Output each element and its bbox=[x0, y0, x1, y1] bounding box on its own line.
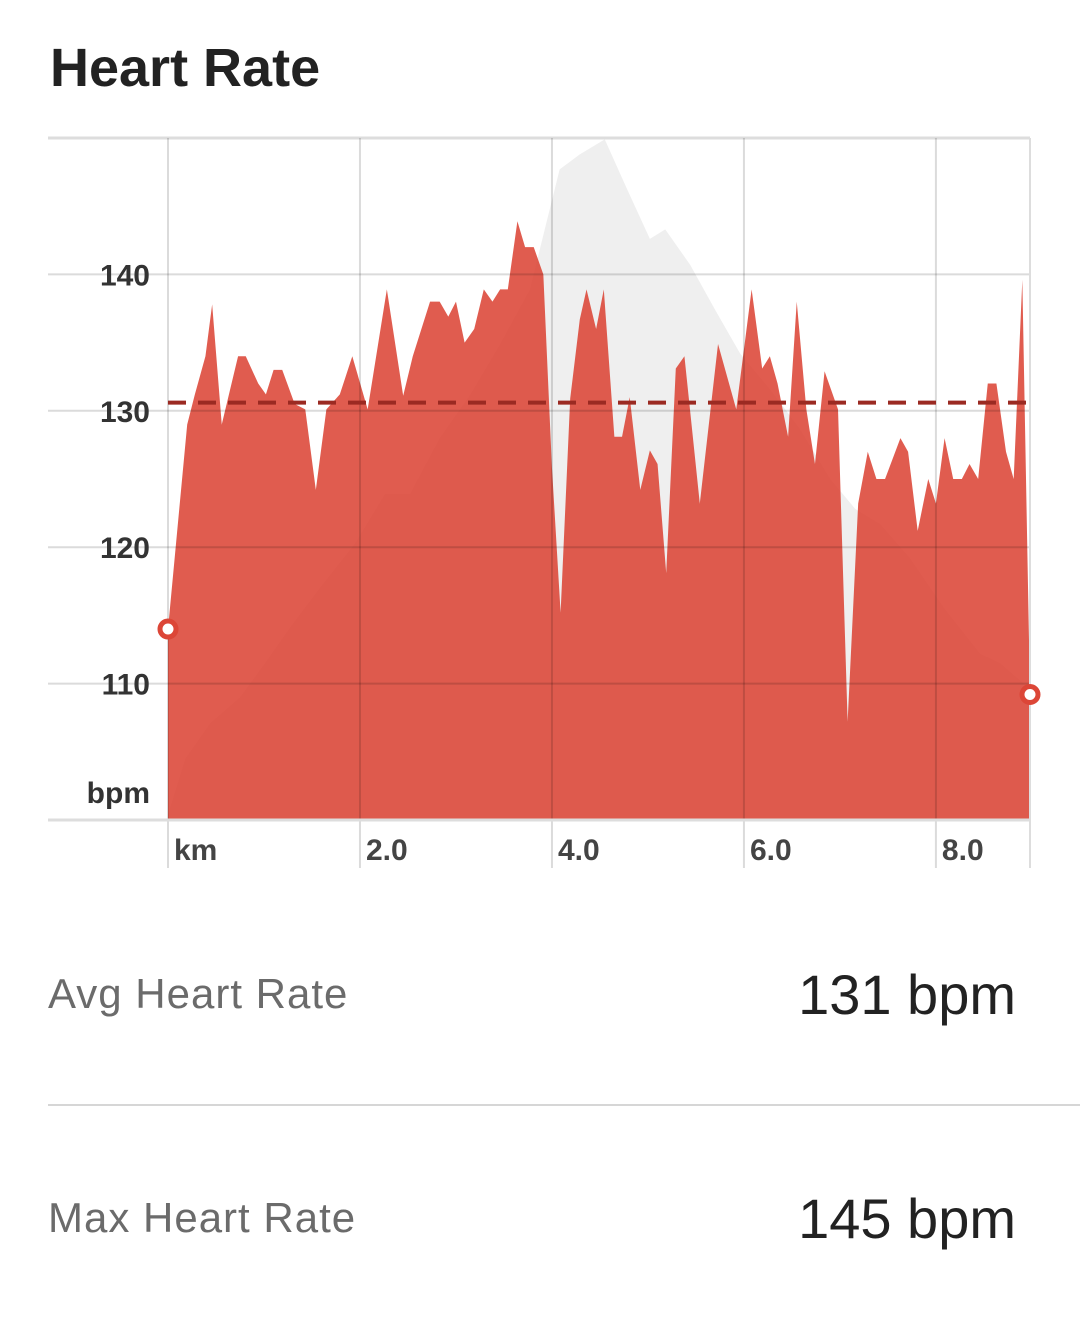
y-axis-label: bpm bbox=[87, 777, 150, 810]
stat-label: Avg Heart Rate bbox=[48, 970, 348, 1017]
chart: 110 120 130 140 km 2.0 4.0 6.0 8.0 bpm bbox=[48, 136, 1041, 868]
endpoint-marker bbox=[1019, 684, 1041, 706]
x-tick-label: 4.0 bbox=[558, 834, 600, 867]
stat-value: 131 bpm bbox=[798, 963, 1016, 1026]
y-tick-label: 110 bbox=[102, 669, 150, 702]
area bbox=[168, 221, 1030, 821]
x-tick-label: km bbox=[174, 834, 217, 867]
x-tick-label: 2.0 bbox=[366, 834, 408, 867]
y-tick-label: 130 bbox=[100, 396, 150, 429]
stat-label: Max Heart Rate bbox=[48, 1194, 356, 1241]
endpoint-marker bbox=[157, 618, 179, 640]
y-tick-label: 120 bbox=[100, 532, 150, 565]
title: Heart Rate bbox=[50, 38, 320, 98]
x-tick-label: 6.0 bbox=[750, 834, 792, 867]
y-tick-label: 140 bbox=[100, 259, 150, 292]
x-tick-label: 8.0 bbox=[942, 834, 984, 867]
stat-value: 145 bpm bbox=[798, 1187, 1016, 1250]
